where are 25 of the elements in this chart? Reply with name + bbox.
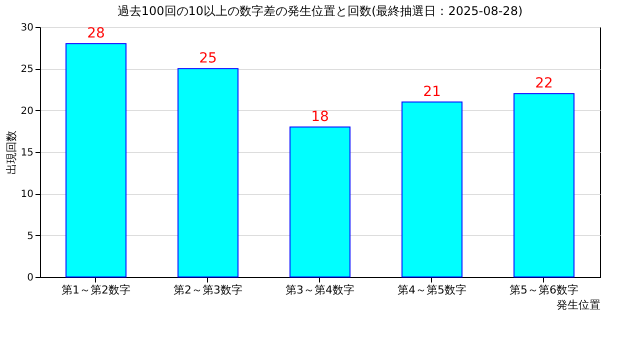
y-tick-label: 10	[20, 189, 34, 200]
x-tick-label: 第1～第2数字	[62, 284, 130, 296]
bar	[178, 68, 238, 278]
x-axis-title: 発生位置	[556, 298, 600, 312]
chart-title: 過去100回の10以上の数字差の発生位置と回数(最終抽選日：2025-08-28)	[117, 4, 523, 18]
y-tick-label: 25	[20, 64, 34, 76]
bar	[402, 102, 462, 278]
y-tick-label: 30	[20, 22, 34, 34]
bar	[514, 93, 574, 278]
data-label: 28	[87, 26, 105, 42]
x-tick-label: 第2～第3数字	[174, 284, 242, 296]
x-tick-label: 第4～第5数字	[398, 284, 466, 296]
y-tick-label: 5	[27, 230, 34, 242]
y-axis-title: 出現回数	[4, 130, 18, 174]
bar	[290, 126, 350, 278]
y-tick-label: 0	[27, 272, 34, 284]
x-tick-label: 第3～第4数字	[286, 284, 354, 296]
bar	[66, 43, 126, 278]
data-label: 18	[311, 109, 329, 125]
data-label: 22	[535, 76, 553, 92]
data-label: 25	[199, 50, 217, 67]
x-tick-label: 第5～第6数字	[510, 284, 578, 296]
y-tick-label: 15	[20, 148, 34, 158]
y-tick-label: 20	[20, 106, 34, 117]
data-label: 21	[423, 84, 441, 100]
